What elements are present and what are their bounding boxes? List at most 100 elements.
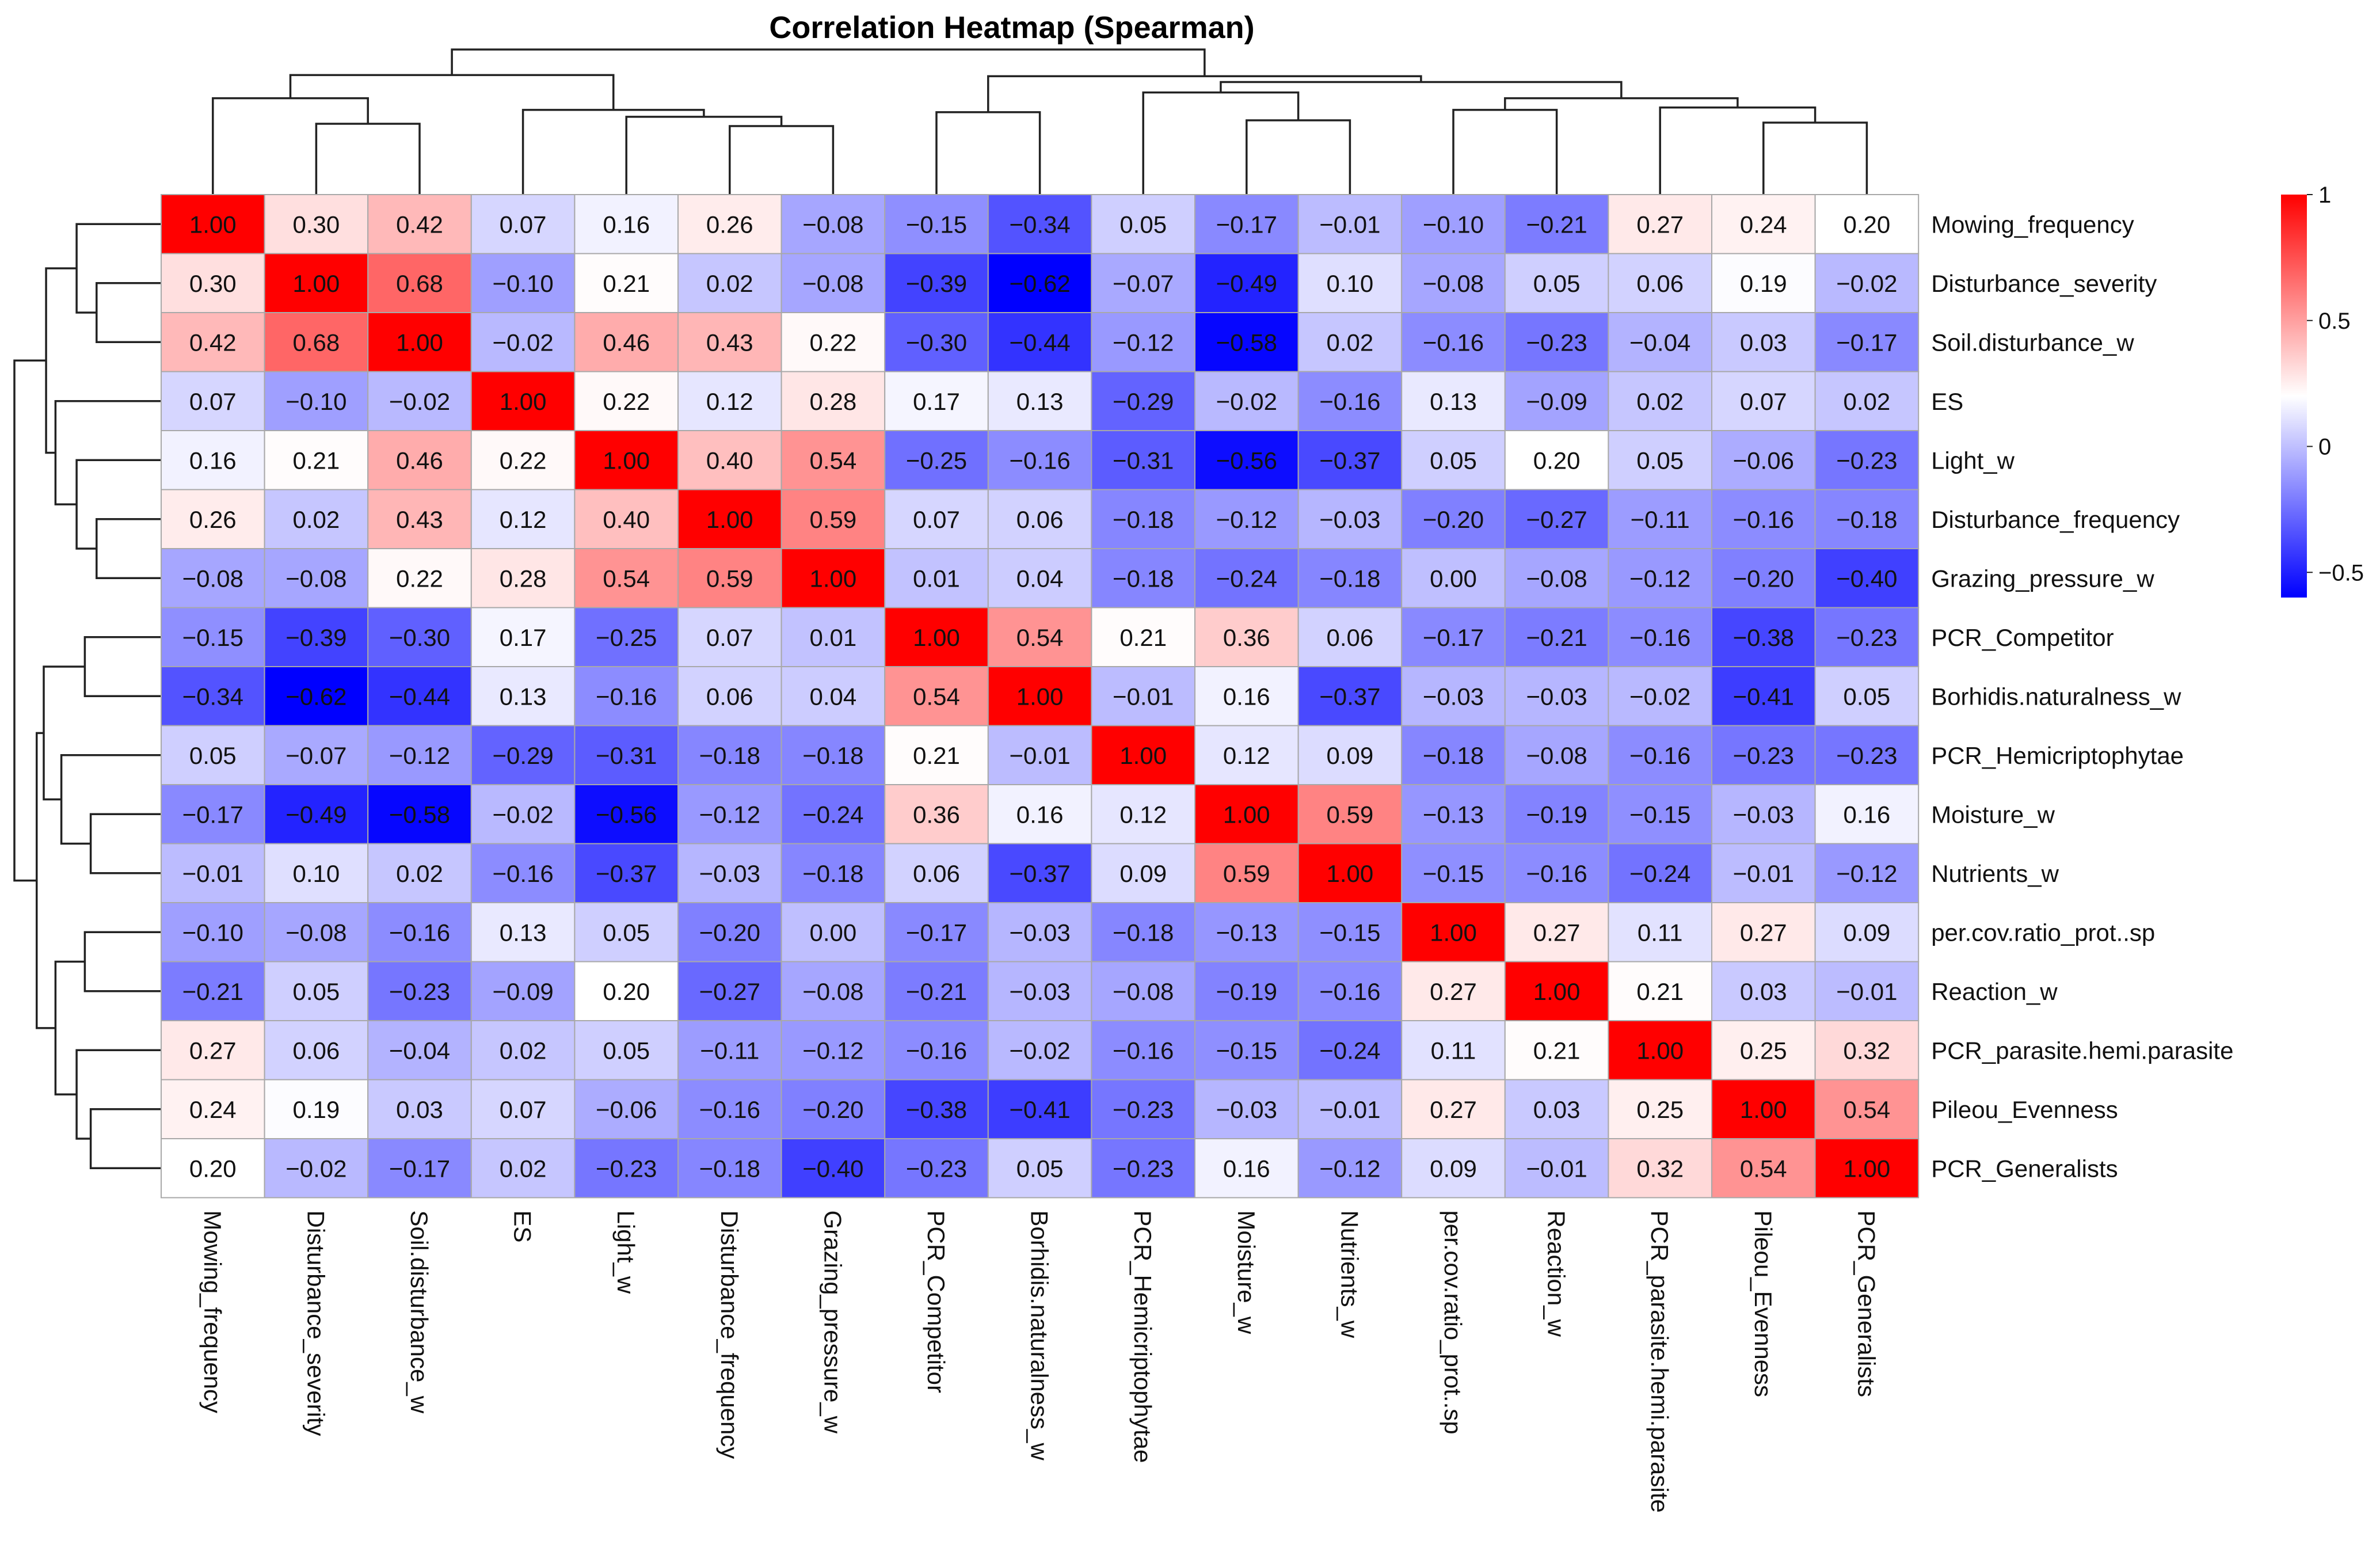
heatmap-cell <box>1091 430 1196 490</box>
heatmap-cell <box>1401 961 1506 1021</box>
cell-value-label: −0.03 <box>1009 978 1070 1005</box>
cell-value-label: −0.23 <box>1113 1096 1174 1123</box>
cell-value-label: 0.22 <box>810 329 857 356</box>
heatmap-cell <box>161 430 265 490</box>
legend-color-bar <box>2281 195 2307 598</box>
cell-value-label: 0.06 <box>1636 270 1684 297</box>
cell-value-label: −0.16 <box>389 919 450 946</box>
heatmap-cell <box>1711 194 1816 254</box>
cell-value-label: −0.03 <box>1526 683 1587 710</box>
heatmap-cell <box>161 902 265 963</box>
dendrogram-branch <box>451 48 1206 77</box>
cell-value-label: 1.00 <box>1223 801 1270 828</box>
cell-value-label: 0.12 <box>706 388 753 415</box>
heatmap-cell <box>367 548 472 608</box>
cell-value-label: 0.16 <box>603 211 650 238</box>
cell-value-label: 0.13 <box>500 683 547 710</box>
cell-value-label: −0.44 <box>1009 329 1070 356</box>
cell-value-label: 0.04 <box>810 683 857 710</box>
heatmap-cell <box>367 902 472 963</box>
cell-value-label: −0.01 <box>1526 1155 1587 1182</box>
cell-value-label: 0.01 <box>913 565 960 592</box>
cell-value-label: −0.08 <box>285 565 346 592</box>
cell-value-label: 0.27 <box>1740 919 1787 946</box>
heatmap-cell <box>1504 607 1609 667</box>
legend-tick-label: 0.5 <box>2318 309 2351 334</box>
cell-value-label: −0.16 <box>1629 742 1690 769</box>
heatmap-cell <box>264 784 369 845</box>
heatmap-cell <box>884 607 989 667</box>
heatmap-cell <box>161 253 265 313</box>
dendrogram-branch <box>1762 121 1868 195</box>
cell-value-label: 0.46 <box>396 447 443 474</box>
cell-value-label: 1.00 <box>1533 978 1581 1005</box>
heatmap-cell <box>470 253 576 313</box>
cell-value-label: −0.21 <box>1526 624 1587 651</box>
dendrogram-branch <box>729 125 835 195</box>
heatmap-cell <box>574 1020 679 1081</box>
cell-value-label: −0.30 <box>906 329 967 356</box>
heatmap-cell <box>1814 666 1920 726</box>
cell-value-label: 0.06 <box>293 1037 340 1064</box>
heatmap-cell <box>1711 1079 1816 1139</box>
cell-value-label: 0.02 <box>293 506 340 533</box>
heatmap-cell <box>367 843 472 903</box>
heatmap-cell <box>1297 666 1403 726</box>
heatmap-cell <box>1504 1138 1609 1199</box>
heatmap-cell <box>1194 1020 1299 1081</box>
heatmap-cell <box>1091 843 1196 903</box>
cell-value-label: 0.12 <box>1223 742 1270 769</box>
cell-value-label: −0.04 <box>1629 329 1690 356</box>
cell-value-label: −0.08 <box>285 919 346 946</box>
heatmap-cell <box>1608 784 1712 845</box>
cell-value-label: 1.00 <box>189 211 237 238</box>
cell-value-label: −0.16 <box>1526 860 1587 887</box>
heatmap-cell <box>264 371 369 431</box>
cell-value-label: 0.09 <box>1844 919 1891 946</box>
row-label: Grazing_pressure_w <box>1931 565 2154 592</box>
cell-value-label: −0.18 <box>699 1155 760 1182</box>
heatmap-cell <box>1091 194 1196 254</box>
cell-value-label: −0.12 <box>1836 860 1897 887</box>
cell-value-label: −0.06 <box>596 1096 657 1123</box>
cell-value-label: 0.05 <box>1844 683 1891 710</box>
cell-value-label: 0.25 <box>1636 1096 1684 1123</box>
column-label: Moisture_w <box>1233 1211 1260 1334</box>
cell-value-label: −0.58 <box>1216 329 1277 356</box>
heatmap-cell <box>1814 725 1920 785</box>
dendrogram-branch <box>60 754 161 845</box>
cell-value-label: 1.00 <box>1740 1096 1787 1123</box>
cell-value-label: 0.13 <box>1016 388 1064 415</box>
heatmap-cell <box>1711 489 1816 549</box>
cell-value-label: −0.19 <box>1216 978 1277 1005</box>
heatmap-cell <box>1401 194 1506 254</box>
cell-value-label: 1.00 <box>706 506 753 533</box>
dendrogram-branch <box>54 400 161 505</box>
heatmap-cell <box>1608 1138 1712 1199</box>
cell-value-label: 0.59 <box>706 565 753 592</box>
cell-value-label: 0.42 <box>189 329 237 356</box>
heatmap-cell <box>1504 843 1609 903</box>
heatmap-cell <box>1504 548 1609 608</box>
cell-value-label: −0.17 <box>906 919 967 946</box>
heatmap-cells: 1.00 0.30 0.42 0.07 0.16 0.26 −0.08 −0.15 −0.34 0… <box>161 194 1920 1199</box>
column-label: Nutrients_w <box>1336 1211 1363 1338</box>
heatmap-cell <box>1814 489 1920 549</box>
cell-value-label: −0.27 <box>699 978 760 1005</box>
heatmap-cell <box>1504 430 1609 490</box>
heatmap-cell <box>264 1020 369 1081</box>
cell-value-label: 0.10 <box>293 860 340 887</box>
cell-value-label: 0.04 <box>1016 565 1064 592</box>
cell-value-label: −0.21 <box>1526 211 1587 238</box>
cell-value-label: −0.03 <box>1319 506 1380 533</box>
cell-value-label: 0.03 <box>1740 978 1787 1005</box>
heatmap-cell <box>1194 194 1299 254</box>
cell-value-label: 0.03 <box>396 1096 443 1123</box>
row-label: Disturbance_frequency <box>1931 506 2180 533</box>
row-label: per.cov.ratio_prot..sp <box>1931 919 2155 946</box>
dendrogram-branch <box>625 116 783 195</box>
dendrogram-branch <box>1220 81 1623 98</box>
dendrogram-branch <box>83 636 161 697</box>
cell-value-label: −0.15 <box>1629 801 1690 828</box>
heatmap-cell <box>264 666 369 726</box>
